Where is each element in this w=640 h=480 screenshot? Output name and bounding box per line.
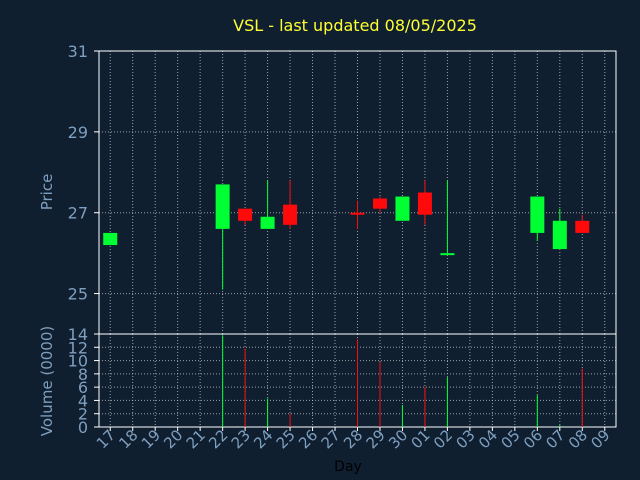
price-tick-label: 31 bbox=[68, 42, 88, 61]
price-tick-label: 27 bbox=[68, 204, 88, 223]
volume-axis-label: Volume (0000) bbox=[38, 326, 56, 436]
volume-tick-label: 10 bbox=[68, 352, 88, 371]
candle-body bbox=[238, 208, 253, 221]
price-panel: 25 27 29 31 bbox=[68, 42, 617, 335]
candle-body bbox=[440, 253, 455, 256]
x-tick-label: 09 bbox=[587, 426, 613, 452]
volume-tick-label: 12 bbox=[68, 338, 88, 357]
volume-tick-label: 6 bbox=[78, 378, 88, 397]
x-axis-label: Day bbox=[334, 459, 362, 475]
candle-body bbox=[395, 196, 410, 221]
price-tick-label: 25 bbox=[68, 285, 88, 304]
x-tick-labels: 1718192021222324252627282930010203040506… bbox=[93, 426, 614, 452]
volume-tick-label: 14 bbox=[68, 325, 88, 344]
price-axis-label: Price bbox=[38, 174, 56, 211]
volume-tick-label: 8 bbox=[78, 365, 88, 384]
candle-body bbox=[260, 216, 275, 229]
candle-body bbox=[530, 196, 545, 233]
candle-body bbox=[350, 212, 365, 215]
candle-body bbox=[417, 192, 432, 215]
candle-body bbox=[575, 220, 590, 233]
candle-body bbox=[103, 232, 118, 246]
candle-body bbox=[283, 204, 298, 225]
price-tick-label: 29 bbox=[68, 123, 88, 142]
chart-title: VSL - last updated 08/05/2025 bbox=[233, 16, 477, 35]
candle-body bbox=[372, 198, 387, 209]
candle-body bbox=[215, 184, 230, 229]
volume-tick-label: 4 bbox=[78, 391, 88, 410]
volume-tick-label: 2 bbox=[78, 405, 88, 424]
volume-tick-label: 0 bbox=[78, 418, 88, 437]
candle-body bbox=[552, 220, 567, 250]
